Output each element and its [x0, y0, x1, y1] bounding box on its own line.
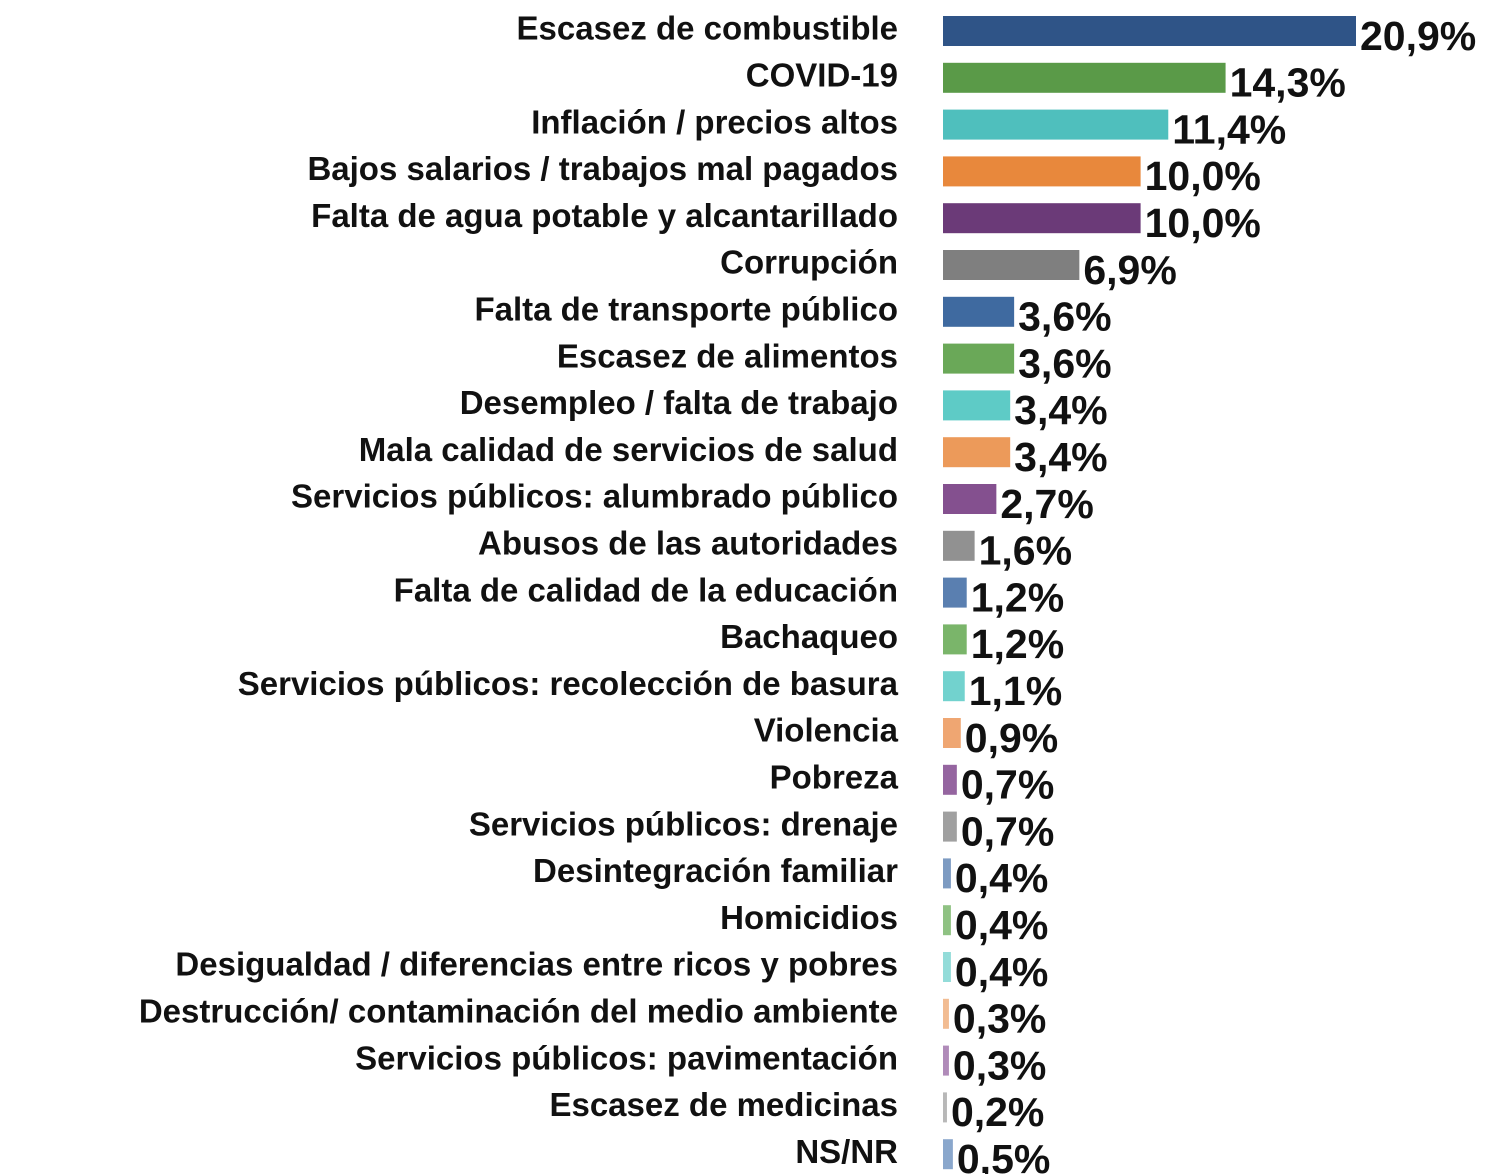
bar	[943, 530, 975, 561]
category-label: NS/NR	[795, 1133, 898, 1170]
value-label: 10,0%	[1145, 153, 1261, 199]
category-label: Escasez de alimentos	[557, 337, 898, 374]
category-label: COVID-19	[746, 57, 898, 94]
category-label: Bachaqueo	[720, 618, 898, 655]
bar	[943, 998, 949, 1029]
bar	[943, 858, 951, 889]
category-label: Escasez de combustible	[517, 10, 898, 47]
value-label: 14,3%	[1230, 60, 1346, 106]
category-label: Abusos de las autoridades	[478, 525, 898, 562]
value-label: 3,6%	[1018, 340, 1111, 386]
category-label: Servicios públicos: recolección de basur…	[238, 665, 899, 702]
bar	[943, 1045, 949, 1076]
value-label: 0,2%	[951, 1089, 1044, 1135]
bar	[943, 952, 951, 982]
value-label: 0,4%	[955, 902, 1048, 948]
category-label: Pobreza	[770, 759, 899, 796]
bar	[943, 718, 961, 748]
category-label: Falta de calidad de la educación	[394, 571, 898, 608]
category-label: Destrucción/ contaminación del medio amb…	[139, 993, 898, 1030]
bar	[943, 296, 1015, 327]
value-label: 3,4%	[1014, 434, 1107, 480]
value-label: 0,7%	[961, 808, 1054, 854]
bar	[943, 343, 1015, 374]
value-label: 6,9%	[1083, 247, 1176, 293]
category-label: Desigualdad / diferencias entre ricos y …	[175, 946, 898, 983]
value-label: 1,2%	[971, 574, 1064, 620]
category-label: Servicios públicos: alumbrado público	[291, 478, 898, 515]
bar	[943, 437, 1011, 468]
category-label: Homicidios	[720, 899, 898, 936]
bar	[943, 250, 1080, 280]
bar	[943, 1139, 953, 1170]
bar	[943, 156, 1141, 187]
bar	[943, 390, 1011, 421]
bar	[943, 62, 1226, 93]
value-label: 0,4%	[955, 855, 1048, 901]
value-label: 1,6%	[979, 528, 1072, 574]
category-label: Mala calidad de servicios de salud	[359, 431, 898, 468]
bar	[943, 624, 967, 655]
category-label: Falta de agua potable y alcantarillado	[311, 197, 898, 234]
bar	[943, 577, 967, 608]
value-label: 10,0%	[1145, 200, 1261, 246]
category-label: Desintegración familiar	[533, 852, 898, 889]
bar	[943, 905, 951, 936]
value-label: 3,6%	[1018, 294, 1111, 340]
bar	[943, 109, 1169, 140]
value-label: 1,2%	[971, 621, 1064, 667]
category-label: Servicios públicos: pavimentación	[355, 1039, 898, 1076]
category-label: Desempleo / falta de trabajo	[460, 384, 898, 421]
bar	[943, 484, 997, 514]
bar	[943, 1092, 947, 1123]
category-label: Violencia	[754, 712, 899, 749]
value-label: 20,9%	[1360, 13, 1476, 59]
bar	[943, 811, 957, 842]
category-label: Corrupción	[720, 244, 898, 281]
category-label: Escasez de medicinas	[549, 1086, 898, 1123]
value-label: 0,9%	[965, 715, 1058, 761]
value-label: 3,4%	[1014, 387, 1107, 433]
value-label: 0,3%	[953, 996, 1046, 1042]
category-label: Bajos salarios / trabajos mal pagados	[307, 150, 898, 187]
category-label: Falta de transporte público	[474, 291, 898, 328]
bar	[943, 764, 957, 795]
value-label: 0,5%	[957, 1136, 1050, 1174]
value-label: 0,4%	[955, 949, 1048, 995]
value-label: 0,7%	[961, 762, 1054, 808]
category-label: Inflación / precios altos	[531, 103, 898, 140]
value-label: 2,7%	[1000, 481, 1093, 527]
bar	[943, 16, 1356, 46]
value-label: 0,3%	[953, 1042, 1046, 1088]
value-label: 11,4%	[1172, 106, 1286, 152]
bar	[943, 203, 1141, 234]
value-label: 1,1%	[969, 668, 1062, 714]
bar	[943, 671, 965, 702]
category-label: Servicios públicos: drenaje	[469, 805, 898, 842]
